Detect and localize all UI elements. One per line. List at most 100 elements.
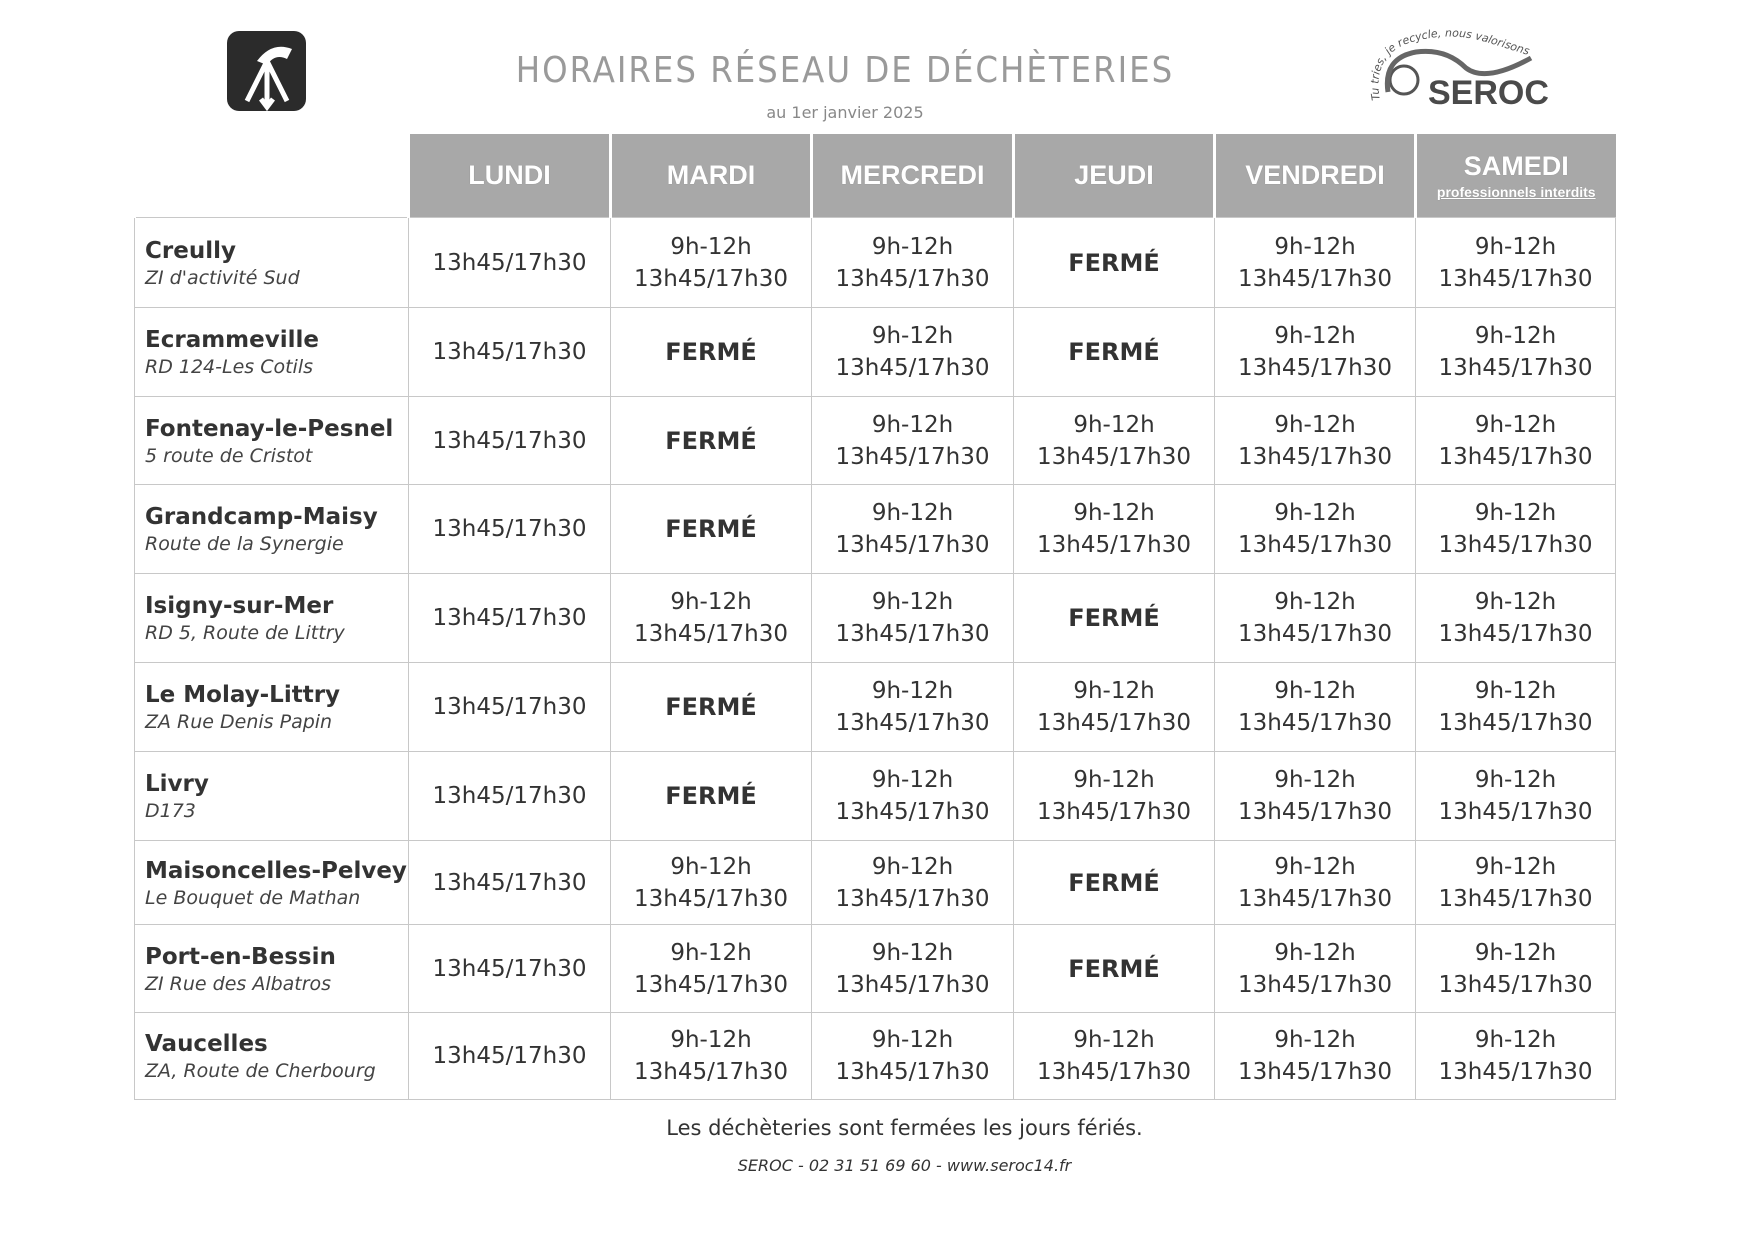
hours-cell: 9h-12h 13h45/17h30	[811, 307, 1014, 397]
recycling-logo-icon	[227, 31, 306, 112]
hours-cell: 9h-12h 13h45/17h30	[1415, 217, 1616, 308]
hours-cell: 9h-12h 13h45/17h30	[1415, 751, 1616, 841]
site-name: Maisoncelles-Pelvey	[145, 857, 407, 884]
hours-cell: 9h-12h 13h45/17h30	[1214, 1012, 1416, 1100]
site-address: RD 5, Route de Littry	[145, 622, 345, 644]
hours-cell: FERMÉ	[610, 662, 812, 752]
table-row: Livry D173 13h45/17h30 FERMÉ 9h-12h 13h45/17…	[134, 751, 1616, 841]
contact-line: SEROC - 02 31 51 69 60 - www.seroc14.fr	[0, 1156, 1754, 1175]
hours-cell: 9h-12h 13h45/17h30	[1013, 1012, 1215, 1100]
site-name: Port-en-Bessin	[145, 943, 336, 970]
column-header-jeudi: JEUDI	[1012, 134, 1215, 218]
hours-cell: 9h-12h 13h45/17h30	[610, 217, 812, 308]
table-row: Ecrammeville RD 124-Les Cotils 13h45/17h30…	[134, 307, 1616, 397]
table-row: Grandcamp-Maisy Route de la Synergie 13h45…	[134, 484, 1616, 574]
column-label: MARDI	[666, 160, 756, 190]
website-link[interactable]: www.seroc14.fr	[946, 1156, 1072, 1175]
hours-cell: FERMÉ	[610, 396, 812, 485]
site-name: Ecrammeville	[145, 327, 319, 353]
hours-cell: 9h-12h 13h45/17h30	[610, 1012, 812, 1100]
hours-cell: 9h-12h 13h45/17h30	[1013, 396, 1215, 485]
site-cell: Maisoncelles-Pelvey Le Bouquet de Mathan	[134, 840, 409, 925]
site-name: Fontenay-le-Pesnel	[145, 415, 394, 442]
page-title: HORAIRES RÉSEAU DE DÉCHÈTERIES	[515, 50, 1175, 91]
site-address: ZA, Route de Cherbourg	[145, 1060, 376, 1082]
table-row: Le Molay-Littry ZA Rue Denis Papin 13h45/1…	[134, 662, 1616, 752]
hours-cell: 13h45/17h30	[408, 573, 611, 663]
hours-cell: FERMÉ	[1013, 573, 1215, 663]
site-cell: Ecrammeville RD 124-Les Cotils	[134, 307, 409, 397]
schedule-table: LUNDI MARDI MERCREDI JEUDI VENDREDI SAMEDI pro…	[133, 134, 1616, 1100]
hours-cell: FERMÉ	[610, 307, 812, 397]
hours-cell: 9h-12h 13h45/17h30	[811, 924, 1014, 1013]
table-row: Vaucelles ZA, Route de Cherbourg 13h45/17h…	[134, 1012, 1616, 1100]
hours-cell: 13h45/17h30	[408, 662, 611, 752]
hours-cell: 9h-12h 13h45/17h30	[1415, 573, 1616, 663]
hours-cell: 9h-12h 13h45/17h30	[610, 840, 812, 925]
hours-cell: 13h45/17h30	[408, 396, 611, 485]
hours-cell: 9h-12h 13h45/17h30	[811, 840, 1014, 925]
table-row: Isigny-sur-Mer RD 5, Route de Littry 13h45…	[134, 573, 1616, 663]
site-name: Creully	[145, 237, 236, 264]
column-header-mercredi: MERCREDI	[810, 134, 1014, 218]
site-address: Route de la Synergie	[145, 533, 344, 555]
site-cell: Le Molay-Littry ZA Rue Denis Papin	[134, 662, 409, 752]
site-cell: Isigny-sur-Mer RD 5, Route de Littry	[134, 573, 409, 663]
hours-cell: 9h-12h 13h45/17h30	[610, 924, 812, 1013]
hours-cell: 9h-12h 13h45/17h30	[1013, 484, 1215, 574]
site-name: Grandcamp-Maisy	[145, 504, 378, 530]
hours-cell: 13h45/17h30	[408, 751, 611, 841]
site-cell: Port-en-Bessin ZI Rue des Albatros	[134, 924, 409, 1013]
column-header-mardi: MARDI	[609, 134, 812, 218]
hours-cell: 13h45/17h30	[408, 484, 611, 574]
contact-phone: SEROC - 02 31 51 69 60 -	[737, 1156, 947, 1175]
site-name: Le Molay-Littry	[145, 682, 341, 708]
table-row: Maisoncelles-Pelvey Le Bouquet de Mathan 1…	[134, 840, 1616, 925]
hours-cell: 9h-12h 13h45/17h30	[811, 396, 1014, 485]
site-address: 5 route de Cristot	[145, 444, 313, 467]
hours-cell: FERMÉ	[610, 484, 812, 574]
column-label: SAMEDI	[1463, 151, 1569, 181]
site-address: ZI d'activité Sud	[145, 266, 300, 289]
hours-cell: 13h45/17h30	[408, 1012, 611, 1100]
hours-cell: 9h-12h 13h45/17h30	[1415, 484, 1616, 574]
hours-cell: 9h-12h 13h45/17h30	[610, 573, 812, 663]
holiday-note: Les déchèteries sont fermées les jours f…	[666, 1116, 1143, 1140]
site-name: Isigny-sur-Mer	[145, 593, 334, 619]
column-label: MERCREDI	[840, 160, 985, 190]
hours-cell: 9h-12h 13h45/17h30	[1214, 751, 1416, 841]
column-header-lundi: LUNDI	[407, 134, 611, 218]
hours-cell: FERMÉ	[1013, 840, 1215, 925]
site-cell: Vaucelles ZA, Route de Cherbourg	[134, 1012, 409, 1100]
hours-cell: 9h-12h 13h45/17h30	[1214, 396, 1416, 485]
column-label: LUNDI	[468, 160, 551, 190]
site-cell: Livry D173	[134, 751, 409, 841]
corner-cell	[133, 134, 409, 218]
column-sublabel: professionnels interdits	[1436, 184, 1596, 200]
hours-cell: 9h-12h 13h45/17h30	[811, 217, 1014, 308]
hours-cell: 9h-12h 13h45/17h30	[1013, 662, 1215, 752]
site-cell: Creully ZI d'activité Sud	[134, 217, 409, 308]
column-label: JEUDI	[1074, 160, 1154, 190]
hours-cell: 9h-12h 13h45/17h30	[1214, 573, 1416, 663]
site-address: Le Bouquet de Mathan	[145, 886, 361, 909]
site-name: Vaucelles	[145, 1031, 268, 1057]
hours-cell: FERMÉ	[1013, 307, 1215, 397]
table-row: Creully ZI d'activité Sud 13h45/17h30 9h-12…	[134, 217, 1616, 308]
site-address: D173	[145, 800, 196, 822]
hours-cell: 9h-12h 13h45/17h30	[1013, 751, 1215, 841]
hours-cell: 9h-12h 13h45/17h30	[1214, 924, 1416, 1013]
hours-cell: 9h-12h 13h45/17h30	[1214, 840, 1416, 925]
hours-cell: 13h45/17h30	[408, 307, 611, 397]
page-subtitle: au 1er janvier 2025	[766, 103, 924, 122]
column-label: VENDREDI	[1245, 160, 1385, 190]
site-cell: Grandcamp-Maisy Route de la Synergie	[134, 484, 409, 574]
hours-cell: 9h-12h 13h45/17h30	[1415, 307, 1616, 397]
hours-cell: 9h-12h 13h45/17h30	[1415, 840, 1616, 925]
hours-cell: 13h45/17h30	[408, 840, 611, 925]
hours-cell: 9h-12h 13h45/17h30	[1214, 484, 1416, 574]
hours-cell: 9h-12h 13h45/17h30	[811, 484, 1014, 574]
table-row: Fontenay-le-Pesnel 5 route de Cristot 13h4…	[134, 396, 1616, 485]
hours-cell: 9h-12h 13h45/17h30	[811, 751, 1014, 841]
hours-cell: 9h-12h 13h45/17h30	[1415, 396, 1616, 485]
